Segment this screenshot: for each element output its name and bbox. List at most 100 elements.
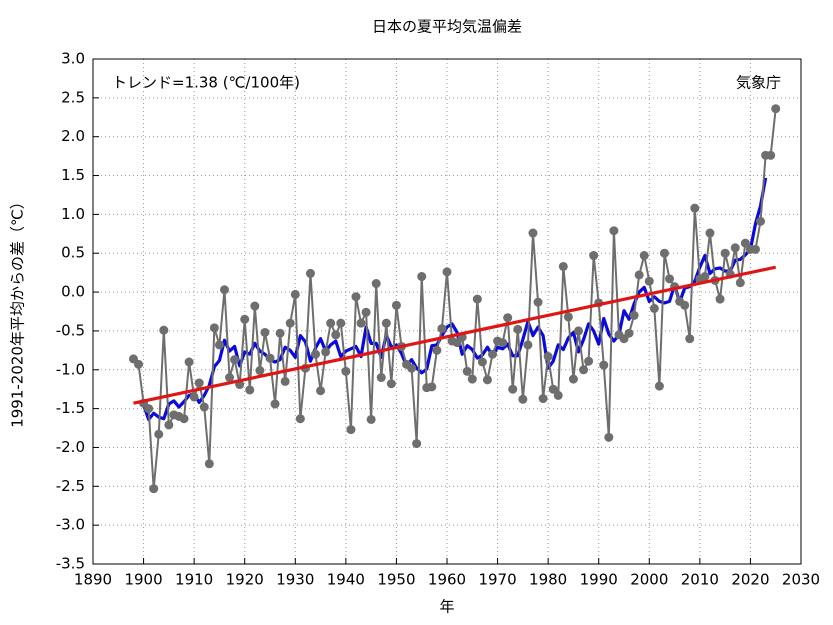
data-point xyxy=(149,484,159,494)
data-point xyxy=(159,325,169,335)
data-point xyxy=(144,404,154,414)
data-point xyxy=(427,382,437,392)
y-tick-label: 2.0 xyxy=(61,127,85,145)
data-point xyxy=(482,375,492,385)
x-tick-label: 1980 xyxy=(529,571,567,589)
data-point xyxy=(462,366,472,376)
data-point xyxy=(209,323,219,333)
x-tick-label: 2020 xyxy=(731,571,769,589)
data-point xyxy=(503,313,513,323)
data-point xyxy=(134,359,144,369)
x-tick-label: 1940 xyxy=(327,571,365,589)
data-point xyxy=(255,366,265,376)
data-point xyxy=(659,248,669,258)
data-point xyxy=(386,379,396,389)
data-point xyxy=(295,414,305,424)
data-point xyxy=(290,289,300,299)
y-tick-label: -2.0 xyxy=(56,438,85,456)
data-point xyxy=(680,300,690,310)
data-point xyxy=(604,432,614,442)
data-point xyxy=(311,349,321,359)
data-point xyxy=(250,301,260,311)
y-tick-label: -2.5 xyxy=(56,477,85,495)
data-point xyxy=(432,345,442,355)
data-point xyxy=(730,243,740,253)
data-point xyxy=(740,238,750,248)
data-point xyxy=(336,318,346,328)
x-tick-label: 2000 xyxy=(630,571,668,589)
data-point xyxy=(700,272,710,282)
data-point xyxy=(225,373,235,383)
x-tick-label: 1920 xyxy=(226,571,264,589)
y-tick-label: 0.5 xyxy=(61,244,85,262)
data-point xyxy=(199,402,209,412)
data-point xyxy=(750,244,760,254)
x-tick-label: 1900 xyxy=(124,571,162,589)
x-tick-label: 1910 xyxy=(175,571,213,589)
x-tick-label: 1970 xyxy=(478,571,516,589)
data-point xyxy=(179,414,189,424)
data-point xyxy=(270,399,280,409)
data-point xyxy=(518,394,528,404)
x-tick-label: 1960 xyxy=(428,571,466,589)
data-point xyxy=(771,104,781,114)
data-point xyxy=(553,390,563,400)
data-point xyxy=(498,338,508,348)
data-point xyxy=(346,425,356,435)
data-point xyxy=(528,228,538,238)
data-point xyxy=(154,429,164,439)
data-point xyxy=(573,326,583,336)
y-tick-label: 2.5 xyxy=(61,88,85,106)
data-point xyxy=(442,267,452,277)
data-point xyxy=(488,349,498,359)
data-point xyxy=(356,318,366,328)
data-point xyxy=(508,384,518,394)
data-point xyxy=(634,270,644,280)
data-point xyxy=(467,374,477,384)
data-point xyxy=(685,334,695,344)
y-axis-label: 1991-2020年平均からの差（℃） xyxy=(9,194,27,428)
data-point xyxy=(391,300,401,310)
data-point xyxy=(194,378,204,388)
data-point xyxy=(558,261,568,271)
plot-frame xyxy=(92,58,802,565)
data-point xyxy=(280,376,290,386)
y-tick-label: 0.0 xyxy=(61,283,85,301)
data-point xyxy=(649,303,659,313)
data-point xyxy=(624,328,634,338)
data-point xyxy=(417,272,427,282)
y-tick-label: -0.5 xyxy=(56,321,85,339)
data-point xyxy=(437,324,447,334)
data-point xyxy=(371,279,381,289)
x-axis-label: 年 xyxy=(439,598,454,616)
y-tick-label: 3.0 xyxy=(61,50,85,68)
source-annotation: 気象庁 xyxy=(736,74,781,92)
data-point xyxy=(766,150,776,160)
data-point xyxy=(584,356,594,366)
data-point xyxy=(275,328,285,338)
data-point xyxy=(639,251,649,261)
data-point xyxy=(219,285,229,295)
data-point xyxy=(735,278,745,288)
data-point xyxy=(705,228,715,238)
data-point xyxy=(533,297,543,307)
data-point xyxy=(321,347,331,357)
y-tick-label: 1.5 xyxy=(61,166,85,184)
data-point xyxy=(756,216,766,226)
x-tick-label: 1990 xyxy=(580,571,618,589)
y-tick-label: -3.0 xyxy=(56,516,85,534)
data-point xyxy=(579,365,589,375)
data-point xyxy=(326,318,336,328)
x-tick-label: 1890 xyxy=(74,571,112,589)
data-point xyxy=(548,384,558,394)
data-point xyxy=(690,203,700,213)
data-point xyxy=(543,352,553,362)
data-point xyxy=(366,414,376,424)
data-point xyxy=(189,392,199,402)
data-point xyxy=(305,268,315,278)
data-point xyxy=(331,330,341,340)
data-point xyxy=(715,294,725,304)
data-point xyxy=(568,374,578,384)
data-point xyxy=(230,355,240,365)
data-point xyxy=(477,357,487,367)
